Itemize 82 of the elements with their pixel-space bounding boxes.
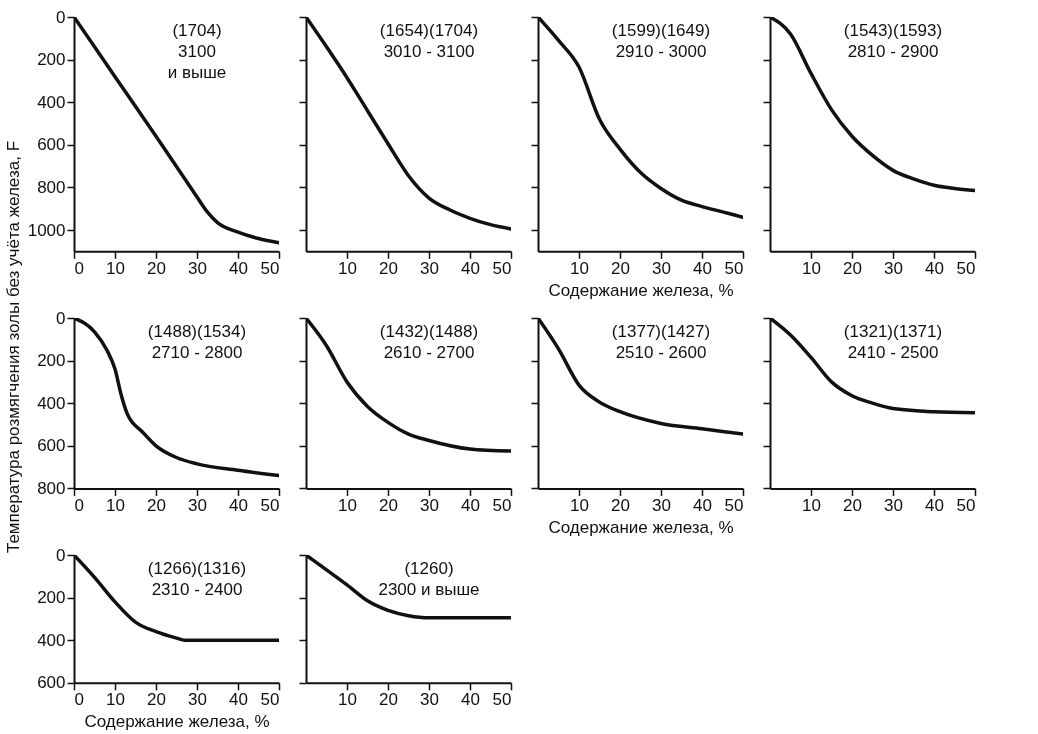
x-tick-label: 50	[724, 258, 744, 278]
y-tick-label: 200	[37, 351, 66, 371]
x-tick-label: 30	[884, 258, 903, 278]
x-tick-label: 10	[802, 495, 821, 515]
x-tick-label: 40	[693, 495, 712, 515]
y-axis-title: Температура розмягчения золы без учёта железа, F	[4, 140, 23, 554]
x-tick-label: 30	[884, 495, 903, 515]
y-tick-label: 600	[37, 135, 66, 155]
x-tick-label: 20	[379, 495, 398, 515]
x-tick-label: 30	[420, 495, 439, 515]
x-tick-label: 50	[956, 258, 976, 278]
x-axis-title: Содержание железа, %	[548, 517, 734, 537]
x-tick-label: 50	[492, 690, 512, 710]
x-tick-label: 40	[461, 690, 480, 710]
x-tick-label: 20	[147, 495, 166, 515]
x-axis-title: Содержание железа, %	[84, 712, 270, 732]
x-tick-label: 30	[652, 258, 671, 278]
y-tick-label: 600	[37, 673, 66, 693]
y-tick-label: 800	[37, 177, 66, 197]
x-tick-label: 20	[843, 495, 862, 515]
annotation: (1266)(1316) 2310 - 2400	[147, 559, 247, 599]
x-tick-label: 50	[260, 690, 280, 710]
x-tick-label: 50	[260, 258, 280, 278]
x-tick-label: 0	[74, 258, 84, 278]
y-tick-label: 0	[56, 545, 66, 565]
x-tick-label: 40	[461, 495, 480, 515]
x-tick-label: 30	[652, 495, 671, 515]
y-tick-label: 200	[37, 588, 66, 608]
x-tick-label: 20	[843, 258, 862, 278]
x-tick-label: 50	[956, 495, 976, 515]
x-axis-title: Содержание железа, %	[548, 280, 734, 300]
x-tick-label: 10	[338, 690, 357, 710]
x-tick-label: 0	[74, 495, 84, 515]
x-tick-label: 30	[188, 690, 207, 710]
x-tick-label: 30	[188, 495, 207, 515]
y-tick-label: 400	[37, 393, 66, 413]
x-tick-label: 50	[492, 495, 512, 515]
annotation: (1543)(1593) 2810 - 2900	[843, 21, 943, 61]
annotation: (1377)(1427) 2510 - 2600	[611, 322, 711, 362]
y-tick-label: 200	[37, 50, 66, 70]
x-tick-label: 10	[106, 690, 125, 710]
x-tick-label: 10	[570, 495, 589, 515]
x-tick-label: 20	[611, 495, 630, 515]
y-tick-label: 800	[37, 478, 66, 498]
x-tick-label: 10	[106, 495, 125, 515]
annotation: (1260) 2300 и выше	[378, 559, 480, 599]
annotation: (1704) 3100 и выше	[167, 21, 227, 82]
y-tick-label: 1000	[27, 220, 66, 240]
x-tick-label: 20	[379, 258, 398, 278]
x-tick-label: 50	[260, 495, 280, 515]
x-tick-label: 30	[420, 258, 439, 278]
x-tick-label: 40	[925, 495, 944, 515]
x-tick-label: 10	[338, 258, 357, 278]
y-tick-label: 400	[37, 630, 66, 650]
x-tick-label: 0	[74, 690, 84, 710]
x-tick-label: 50	[492, 258, 512, 278]
x-tick-label: 20	[147, 258, 166, 278]
x-tick-label: 40	[461, 258, 480, 278]
annotation: (1654)(1704) 3010 - 3100	[379, 21, 479, 61]
x-tick-label: 20	[611, 258, 630, 278]
x-tick-label: 30	[188, 258, 207, 278]
x-tick-label: 10	[802, 258, 821, 278]
x-tick-label: 10	[570, 258, 589, 278]
annotation: (1432)(1488) 2610 - 2700	[379, 322, 479, 362]
x-tick-label: 30	[420, 690, 439, 710]
x-tick-label: 40	[925, 258, 944, 278]
x-tick-label: 40	[229, 495, 248, 515]
annotation: (1599)(1649) 2910 - 3000	[611, 21, 711, 61]
y-tick-label: 400	[37, 92, 66, 112]
annotation: (1321)(1371) 2410 - 2500	[843, 322, 943, 362]
y-tick-label: 0	[56, 308, 66, 328]
x-tick-label: 20	[147, 690, 166, 710]
x-tick-label: 50	[724, 495, 744, 515]
y-tick-label: 0	[56, 7, 66, 27]
y-tick-label: 600	[37, 436, 66, 456]
x-tick-label: 40	[229, 690, 248, 710]
x-tick-label: 10	[338, 495, 357, 515]
x-tick-label: 20	[379, 690, 398, 710]
x-tick-label: 40	[693, 258, 712, 278]
x-tick-label: 40	[229, 258, 248, 278]
x-tick-label: 10	[106, 258, 125, 278]
annotation: (1488)(1534) 2710 - 2800	[147, 322, 247, 362]
